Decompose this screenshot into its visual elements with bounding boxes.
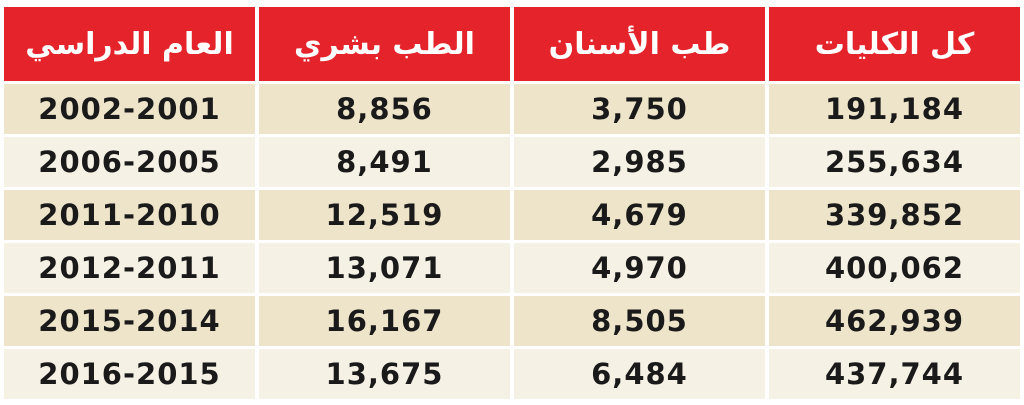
value-cell: 12,519 [259, 190, 510, 240]
value-cell: 13,675 [259, 349, 510, 399]
year-cell: 2006-2005 [4, 137, 255, 187]
table-row: 2012-2011 13,071 4,970 400,062 [4, 243, 1020, 293]
value-cell: 8,491 [259, 137, 510, 187]
value-cell: 339,852 [769, 190, 1020, 240]
value-cell: 13,071 [259, 243, 510, 293]
year-cell: 2002-2001 [4, 84, 255, 134]
table-body: 2002-2001 8,856 3,750 191,184 2006-2005 8,491… [4, 84, 1020, 399]
value-cell: 6,484 [514, 349, 765, 399]
data-table: العام الدراسي الطب بشري طب الأسنان كل الكلي… [0, 4, 1024, 402]
header-cell: العام الدراسي [4, 7, 255, 81]
header-row: العام الدراسي الطب بشري طب الأسنان كل الكلي… [4, 7, 1020, 81]
table-row: 2015-2014 16,167 8,505 462,939 [4, 296, 1020, 346]
value-cell: 191,184 [769, 84, 1020, 134]
value-cell: 3,750 [514, 84, 765, 134]
page: العام الدراسي الطب بشري طب الأسنان كل الكلي… [0, 4, 1024, 405]
header-cell: الطب بشري [259, 7, 510, 81]
value-cell: 16,167 [259, 296, 510, 346]
table-row: 2006-2005 8,491 2,985 255,634 [4, 137, 1020, 187]
value-cell: 2,985 [514, 137, 765, 187]
table-header: العام الدراسي الطب بشري طب الأسنان كل الكلي… [4, 7, 1020, 81]
value-cell: 4,679 [514, 190, 765, 240]
value-cell: 8,505 [514, 296, 765, 346]
year-cell: 2012-2011 [4, 243, 255, 293]
value-cell: 462,939 [769, 296, 1020, 346]
year-cell: 2011-2010 [4, 190, 255, 240]
value-cell: 400,062 [769, 243, 1020, 293]
table-row: 2016-2015 13,675 6,484 437,744 [4, 349, 1020, 399]
year-cell: 2016-2015 [4, 349, 255, 399]
table-row: 2002-2001 8,856 3,750 191,184 [4, 84, 1020, 134]
year-cell: 2015-2014 [4, 296, 255, 346]
header-cell: كل الكليات [769, 7, 1020, 81]
value-cell: 437,744 [769, 349, 1020, 399]
value-cell: 255,634 [769, 137, 1020, 187]
table-row: 2011-2010 12,519 4,679 339,852 [4, 190, 1020, 240]
value-cell: 4,970 [514, 243, 765, 293]
value-cell: 8,856 [259, 84, 510, 134]
header-cell: طب الأسنان [514, 7, 765, 81]
